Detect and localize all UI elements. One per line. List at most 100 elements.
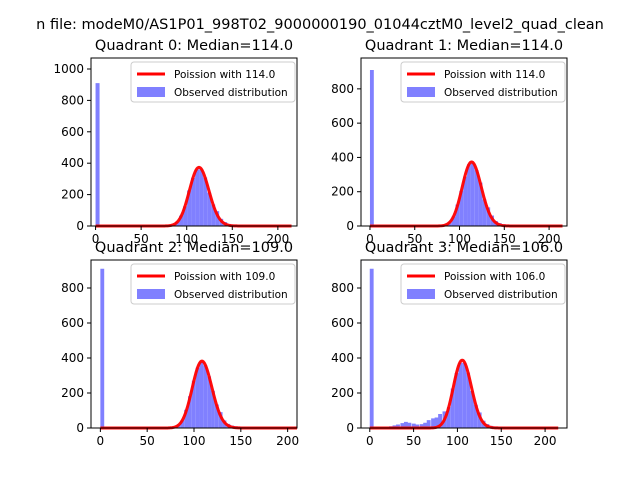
- hist-bar: [403, 421, 408, 428]
- x-tick-label: 50: [407, 232, 422, 246]
- y-tick-label: 0: [76, 421, 84, 435]
- hist-bar: [470, 390, 474, 428]
- hist-bar: [215, 211, 220, 226]
- hist-bar: [478, 182, 483, 226]
- hist-bar: [400, 423, 405, 428]
- hist-bar: [466, 372, 471, 428]
- legend-box: [130, 263, 296, 305]
- hist-bar: [214, 404, 219, 428]
- y-tick-label: 400: [331, 351, 354, 365]
- hist-bar: [218, 412, 223, 428]
- y-tick-label: 200: [331, 185, 354, 199]
- x-tick-label: 50: [133, 232, 148, 246]
- x-tick-label: 100: [175, 232, 198, 246]
- y-tick-label: 200: [61, 188, 84, 202]
- hist-bar: [95, 83, 100, 227]
- hist-bar: [451, 216, 456, 226]
- hist-bar: [455, 204, 460, 226]
- y-tick-label: 400: [61, 156, 84, 170]
- legend-label-observed: Observed distribution: [174, 87, 288, 99]
- legend-patch-observed: [407, 87, 435, 97]
- panel-quadrant-1: 0 50 100 150 200 0 200 400 600 800 Poission with 1…: [331, 38, 568, 246]
- hist-bar: [450, 388, 455, 428]
- x-tick-label: 0: [366, 232, 374, 246]
- legend-patch-observed: [137, 289, 165, 299]
- x-tick-label: 50: [406, 434, 421, 448]
- y-tick-label: 800: [61, 93, 84, 107]
- hist-bar: [470, 163, 475, 226]
- legend-label-observed: Observed distribution: [174, 289, 288, 301]
- hist-bar: [467, 164, 471, 226]
- x-tick-label: 150: [493, 232, 516, 246]
- y-tick-label: 0: [346, 219, 354, 233]
- x-tick-label: 200: [534, 434, 557, 448]
- hist-bar: [458, 362, 463, 428]
- hist-bar: [207, 376, 212, 428]
- hist-bar: [179, 215, 184, 226]
- hist-bar: [454, 373, 459, 428]
- y-tick-label: 600: [61, 125, 84, 139]
- hist-bar: [486, 207, 491, 226]
- panel-quadrant-3: 0 50 100 150 200 0 200 400 600 800 Poission with 1…: [331, 240, 568, 448]
- figure-title: n file: modeM0/AS1P01_998T02_9000000190_…: [36, 17, 604, 33]
- x-tick-label: 100: [448, 232, 471, 246]
- hist-bar: [184, 409, 189, 428]
- y-tick-label: 1000: [53, 62, 84, 76]
- y-tick-label: 0: [76, 219, 84, 233]
- hist-bar: [199, 169, 204, 226]
- y-tick-label: 400: [61, 351, 84, 365]
- x-tick-label: 0: [97, 434, 105, 448]
- hist-bar: [183, 206, 188, 226]
- hist-bar: [211, 204, 216, 226]
- hist-bar: [187, 190, 192, 226]
- hist-bar: [180, 420, 185, 428]
- y-tick-label: 200: [61, 386, 84, 400]
- legend-label-observed: Observed distribution: [444, 87, 558, 99]
- legend-label-poisson: Poission with 109.0: [174, 271, 275, 283]
- x-tick-label: 0: [366, 434, 374, 448]
- axes-frame: [90, 57, 298, 227]
- legend-patch-observed: [407, 289, 435, 299]
- y-tick-label: 800: [61, 281, 84, 295]
- hist-bar: [195, 169, 200, 226]
- hist-bar: [411, 423, 416, 428]
- hist-bar: [443, 417, 447, 428]
- hist-bar: [434, 417, 439, 428]
- panel-quadrant-2: 0 50 100 150 200 0 200 400 600 800 Poission with 1…: [61, 240, 299, 448]
- hist-bar: [419, 424, 424, 428]
- y-tick-label: 0: [346, 421, 354, 435]
- panel-title: Quadrant 1: Median=114.0: [365, 38, 563, 54]
- y-tick-label: 600: [331, 316, 354, 330]
- legend-box: [400, 61, 566, 103]
- hist-bar: [477, 412, 482, 428]
- legend-box: [130, 61, 296, 103]
- hist-bar: [426, 420, 431, 428]
- hist-bar: [473, 404, 478, 428]
- hist-bar: [203, 177, 208, 226]
- hist-bar: [100, 268, 105, 428]
- hist-bar: [446, 407, 451, 428]
- hist-bar: [199, 361, 204, 428]
- hist-bar: [415, 424, 420, 428]
- hist-bar: [407, 422, 412, 428]
- hist-bar: [188, 396, 192, 428]
- x-tick-label: 150: [229, 434, 252, 448]
- panel-quadrant-0: 0 50 100 150 200 0 200 400 600 800 1000 Poission wi…: [53, 38, 298, 246]
- hist-bar: [369, 268, 374, 428]
- hist-bar: [369, 70, 374, 226]
- hist-bar: [195, 367, 200, 428]
- y-tick-label: 600: [61, 316, 84, 330]
- y-tick-label: 200: [331, 386, 354, 400]
- legend-box: [400, 263, 566, 305]
- x-tick-label: 100: [446, 434, 469, 448]
- x-tick-label: 200: [276, 434, 299, 448]
- y-tick-label: 800: [331, 82, 354, 96]
- x-tick-label: 150: [221, 232, 244, 246]
- hist-bar: [396, 424, 400, 428]
- hist-bar: [482, 199, 487, 226]
- legend-label-observed: Observed distribution: [444, 289, 558, 301]
- y-tick-label: 400: [331, 150, 354, 164]
- hist-bar: [459, 190, 464, 226]
- x-tick-label: 50: [140, 434, 155, 448]
- hist-bar: [203, 365, 208, 428]
